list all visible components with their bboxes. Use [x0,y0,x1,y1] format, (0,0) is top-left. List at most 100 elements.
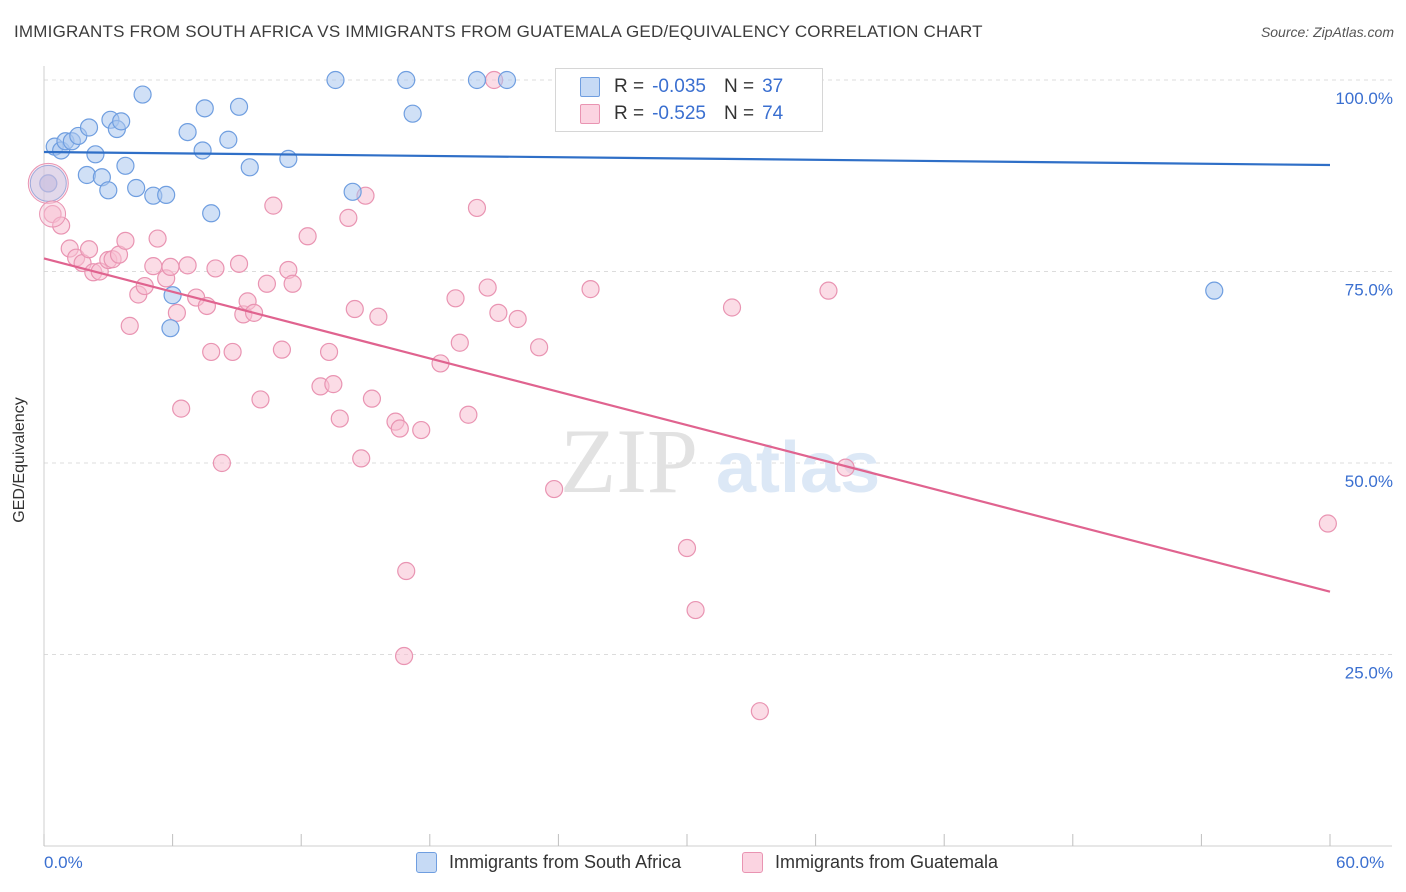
point-guatemala [298,227,317,246]
point-south-africa [112,112,131,131]
y-tick-label: 25.0% [1345,664,1393,683]
point-guatemala [324,375,343,394]
point-guatemala [330,409,349,428]
point-guatemala [352,449,371,468]
legend-r-value: -0.525 [652,103,706,124]
y-tick-label: 50.0% [1345,472,1393,491]
point-south-africa [127,178,146,198]
trend-line-south-africa [43,150,1331,167]
legend-item-south-africa: Immigrants from South Africa [416,852,681,873]
point-south-africa [86,145,105,164]
point-guatemala [202,342,221,362]
legend-row-south-africa: R = -0.035 N = 37 [580,75,783,99]
point-south-africa [219,130,238,149]
x-tick-label-max: 60.0% [1336,853,1385,872]
point-south-africa [403,104,422,123]
point-guatemala [369,307,388,326]
gridlines [44,79,1392,655]
point-guatemala [212,453,231,473]
point-guatemala [319,342,339,362]
legend-n-label: N = [723,76,755,97]
legend-swatch-blue [416,852,437,873]
legend-n-label: N = [723,103,755,124]
point-guatemala [467,198,487,218]
source-label: Source: ZipAtlas.com [1260,24,1394,40]
watermark: ZIP atlas [560,410,880,512]
stats-legend: R = -0.035 N = 37 R = -0.525 N = 74 [555,68,823,132]
point-guatemala [545,479,564,499]
point-south-africa [343,182,362,201]
point-south-africa [39,174,58,193]
point-guatemala [677,538,697,558]
point-guatemala [116,231,135,250]
point-south-africa [77,165,96,185]
legend-n-value: 37 [762,76,784,97]
point-south-africa [161,319,180,338]
point-guatemala [229,254,249,273]
x-tick-label-min: 0.0% [44,853,83,872]
point-south-africa [397,70,416,90]
point-south-africa [116,156,135,175]
point-guatemala [167,303,186,322]
series-guatemala [39,70,1337,721]
point-south-africa [497,70,517,90]
point-guatemala [339,208,358,227]
trend-line-guatemala [43,257,1331,593]
point-guatemala [530,338,549,357]
point-guatemala [362,389,382,408]
point-guatemala [345,299,364,319]
point-guatemala [581,280,600,299]
legend-item-label: Immigrants from Guatemala [775,852,999,872]
point-guatemala [144,257,163,276]
point-south-africa [240,158,259,177]
point-guatemala [686,600,705,620]
point-guatemala [272,340,292,359]
point-guatemala [148,229,167,248]
point-guatemala [489,303,508,322]
point-guatemala [446,289,465,308]
legend-item-label: Immigrants from South Africa [449,852,682,872]
point-guatemala [478,278,497,297]
point-guatemala-large [27,162,69,204]
point-south-africa [133,85,152,104]
legend-row-guatemala: R = -0.525 N = 74 [580,102,783,126]
point-guatemala [161,257,180,277]
point-south-africa [1205,281,1224,300]
point-guatemala [459,405,478,424]
y-tick-label: 100.0% [1335,89,1393,108]
legend-r-label: R = [614,103,645,124]
point-south-africa [467,70,487,90]
series-legend: Immigrants from South Africa Immigrants … [0,852,1406,878]
point-guatemala [79,240,99,259]
legend-r-value: -0.035 [652,76,706,97]
point-guatemala [508,309,527,329]
legend-swatch-pink [580,104,600,124]
point-guatemala [120,316,139,335]
point-south-africa [195,99,214,118]
watermark-zip: ZIP [560,410,698,512]
point-guatemala [223,342,242,362]
point-south-africa [79,118,99,137]
chart-title: IMMIGRANTS FROM SOUTH AFRICA VS IMMIGRAN… [14,22,983,41]
legend-n-value: 74 [762,103,784,124]
point-guatemala [251,390,270,409]
point-south-africa [157,185,176,204]
trend-lines [43,150,1331,593]
point-guatemala [750,702,769,721]
point-south-africa [99,181,118,200]
legend-swatch-blue [580,77,600,97]
axes [43,66,1392,847]
y-tick-label: 75.0% [1345,281,1393,300]
point-guatemala [390,419,409,438]
point-south-africa [178,122,197,142]
point-guatemala [264,196,283,215]
point-guatemala [394,646,414,666]
point-guatemala [172,399,191,418]
legend-swatch-pink [742,852,763,873]
point-guatemala [178,256,197,275]
legend-r-label: R = [614,76,645,97]
point-south-africa [229,97,249,116]
point-south-africa [279,149,298,168]
point-south-africa [202,204,221,223]
